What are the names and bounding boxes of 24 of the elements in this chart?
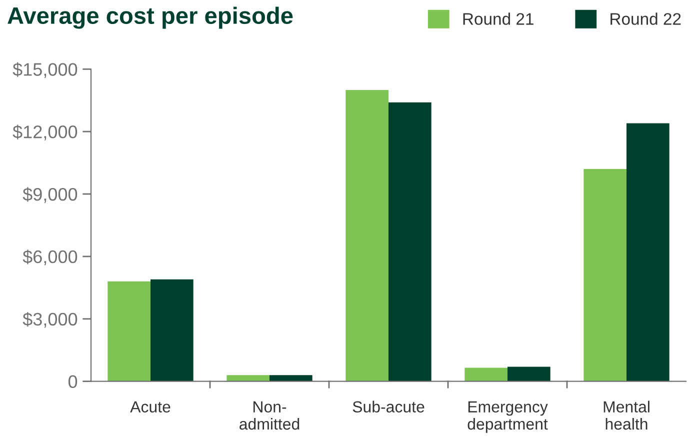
bar [346,90,388,382]
y-tick-label: $9,000 [22,187,78,203]
x-tick-label: Non- admitted [240,401,300,430]
chart-title: Average cost per episode [8,6,293,29]
x-tick-label: Acute [130,401,170,413]
bar [626,123,670,382]
bar [584,169,626,382]
y-tick-label: $6,000 [22,250,78,266]
bar [108,281,150,382]
bar [270,375,312,382]
bar [464,368,508,382]
legend-label: Round 21 [463,12,534,25]
y-tick-label: $3,000 [22,312,78,328]
y-tick-label: $15,000 [12,62,78,78]
y-tick-label: $12,000 [12,124,78,140]
legend-label: Round 22 [610,12,681,25]
x-tick-label: Sub-acute [352,400,424,413]
x-tick-label: Mental health [604,400,650,430]
y-tick-label: 0 [68,375,78,388]
bar [508,366,550,382]
bar [226,375,270,382]
x-tick-label: Emergency department [468,401,548,433]
bar [388,102,432,382]
bar [150,279,194,382]
